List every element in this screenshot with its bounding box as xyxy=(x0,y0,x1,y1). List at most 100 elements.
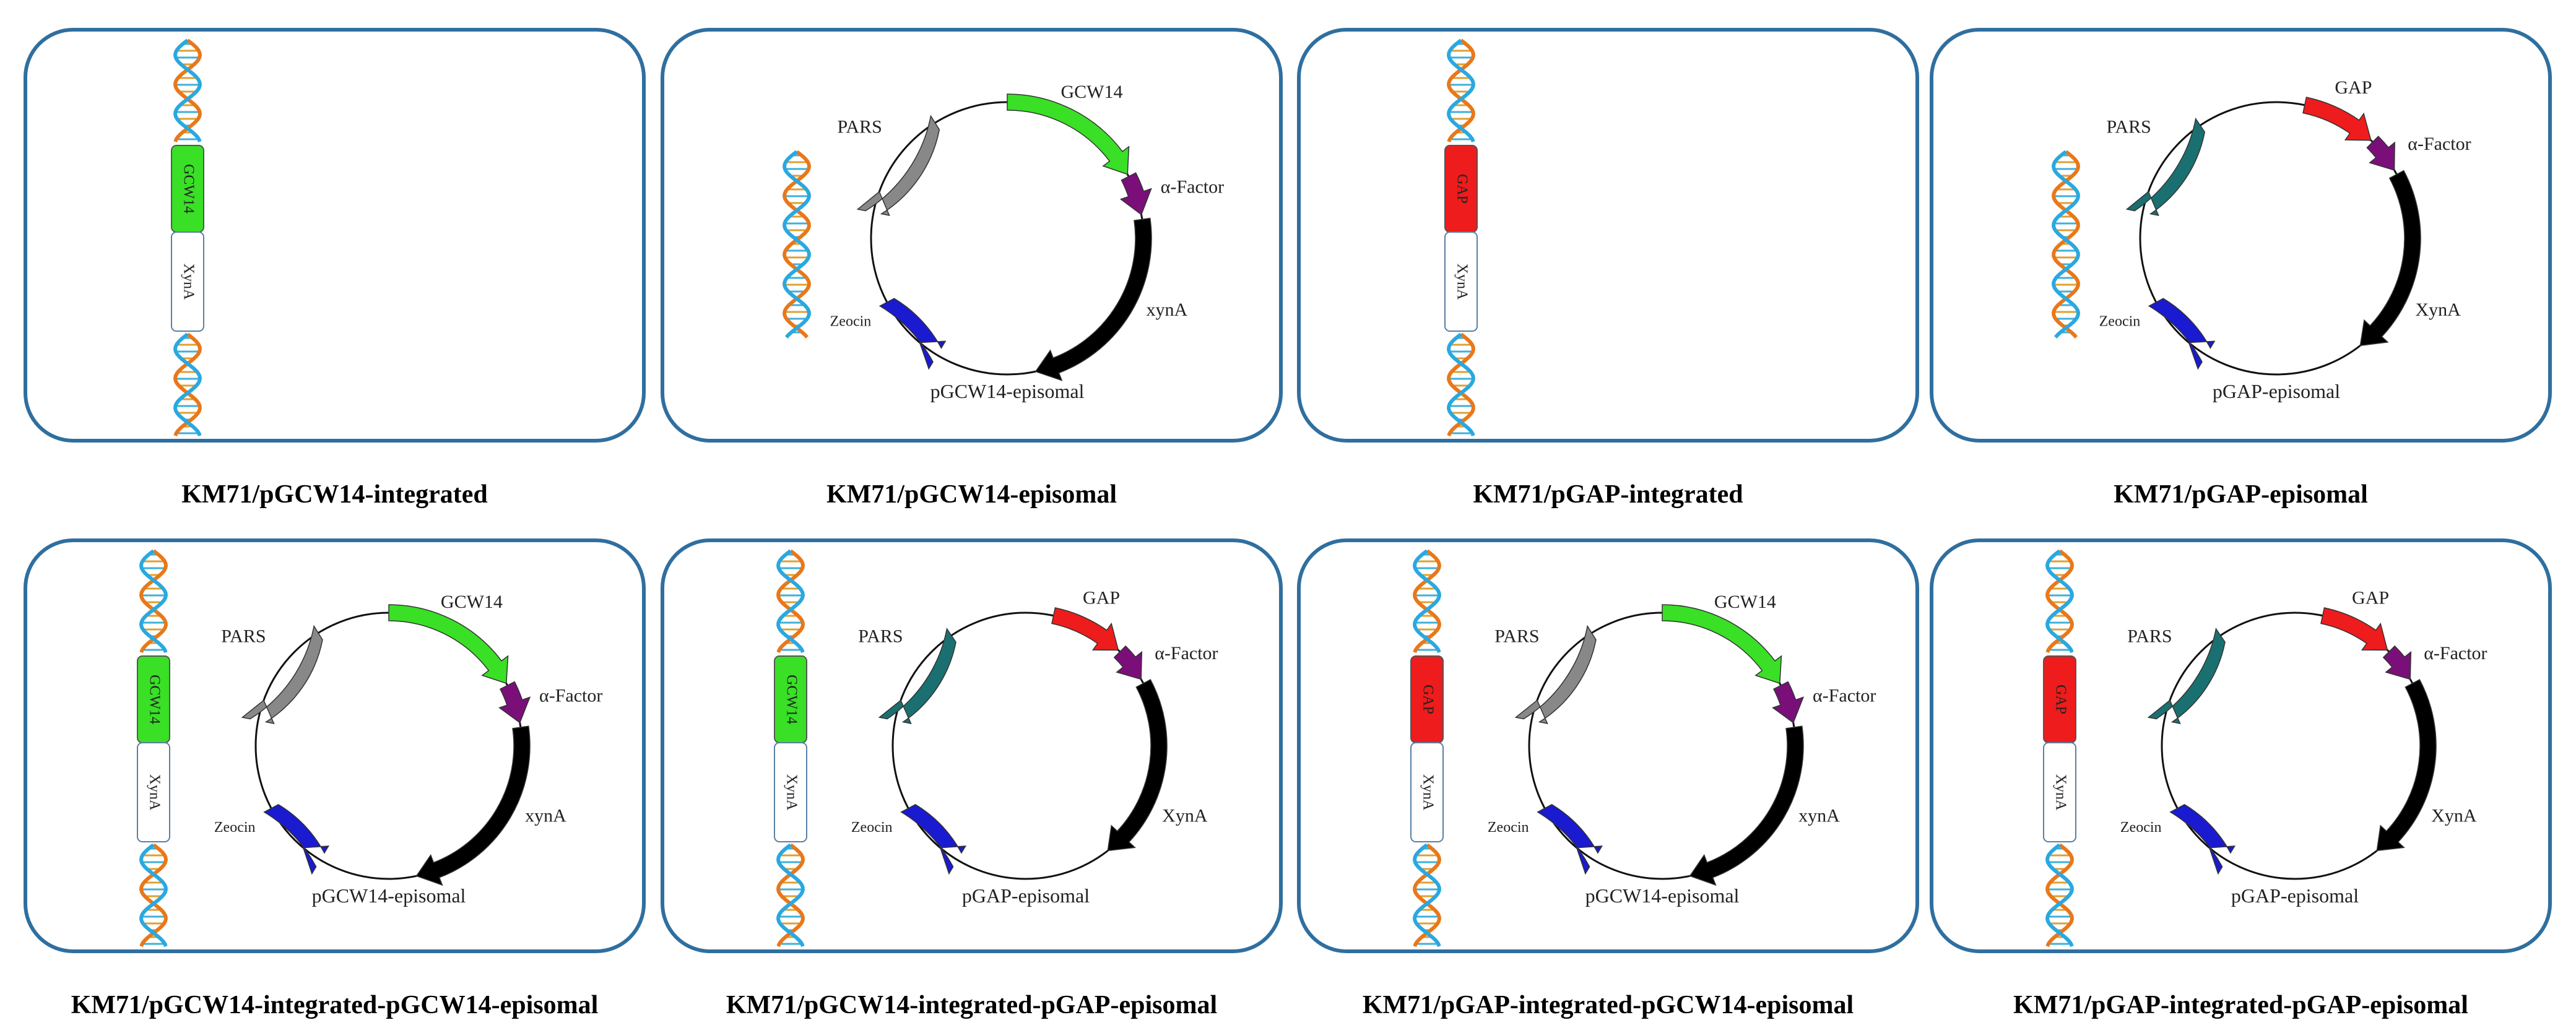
alpha-factor-label: α-Factor xyxy=(1161,177,1224,197)
integrated-cassette: GAP XynA xyxy=(1410,549,1444,948)
dna-strand-orange xyxy=(1446,332,1476,437)
panel-graphic: GAP α-Factor XynA Zeocin PARS pGAP-episomal xyxy=(2051,77,2471,402)
dna-strand-blue xyxy=(139,549,168,654)
xyna-block-label: XynA xyxy=(146,774,162,811)
dna-strand-blue xyxy=(1412,549,1442,654)
xyna-label: xynA xyxy=(1798,806,1840,826)
panel-caption: KM71/pGCW14-integrated-pGCW14-episomal xyxy=(71,991,599,1019)
promoter-label: GCW14 xyxy=(441,592,503,612)
dna-strand-orange xyxy=(782,150,812,339)
dna-strand-orange xyxy=(1412,549,1442,654)
xyna-arrow xyxy=(1034,217,1152,381)
zeocin-label: Zeocin xyxy=(851,819,893,836)
dna-strand-blue xyxy=(173,38,202,143)
dna-strand-orange xyxy=(1446,38,1476,143)
xyna-block-label: XynA xyxy=(180,264,196,300)
plasmid-map-icon: GAP α-Factor XynA Zeocin PARS pGAP-episomal xyxy=(2099,77,2471,402)
dna-strand-blue xyxy=(782,150,812,339)
xyna-arrow xyxy=(2376,678,2437,852)
zeocin-label: Zeocin xyxy=(830,314,872,330)
plasmid-map-icon: GAP α-Factor XynA Zeocin PARS pGAP-episomal xyxy=(851,587,1218,907)
dna-strand-orange xyxy=(776,843,805,948)
xyna-arrow xyxy=(1107,678,1168,852)
plasmid-name-label: pGCW14-episomal xyxy=(930,380,1085,402)
dna-strand-blue xyxy=(2051,150,2081,339)
xyna-block-label: XynA xyxy=(1420,774,1436,811)
pars-arrow xyxy=(2125,117,2206,216)
dna-strand-orange xyxy=(1412,843,1442,948)
dna-strand-orange xyxy=(139,549,168,654)
strain-panel xyxy=(24,538,646,953)
gcw14-promoter-arrow xyxy=(388,604,509,685)
dna-helix-icon xyxy=(782,150,812,339)
promoter-label: GCW14 xyxy=(1060,82,1122,102)
xyna-gene-block xyxy=(2043,742,2076,842)
promoter-block-label: GAP xyxy=(2052,685,2068,714)
plasmid-name-label: pGAP-episomal xyxy=(2213,380,2340,402)
dna-strand-blue xyxy=(776,549,805,654)
dna-helix-icon xyxy=(2051,150,2081,339)
xyna-gene-block xyxy=(171,231,204,332)
alpha-factor-arrow xyxy=(498,681,531,724)
zeocin-label: Zeocin xyxy=(2099,314,2141,330)
promoter-block-label: GAP xyxy=(1454,174,1470,204)
integrated-cassette: GCW14 XynA xyxy=(171,38,204,437)
zeocin-label: Zeocin xyxy=(214,819,256,836)
dna-strand-orange xyxy=(173,38,202,143)
plasmid-map-icon: GCW14 α-Factor xynA Zeocin PARS pGCW14-episom… xyxy=(1488,592,1876,907)
alpha-factor-label: α-Factor xyxy=(1155,643,1218,663)
xyna-label: XynA xyxy=(1162,806,1208,826)
xyna-gene-block xyxy=(1444,231,1478,332)
gcw14-promoter-arrow xyxy=(1007,93,1130,175)
panel-graphic: GAP XynA GAP α-Factor XynA Zeocin PARS pGAP-epi… xyxy=(2043,549,2487,948)
zeocin-arrow xyxy=(900,803,967,875)
plasmid-name-label: pGCW14-episomal xyxy=(312,884,466,907)
panel-graphic: GCW14 XynA GCW14 α-Factor xynA Zeocin PARS pGCW… xyxy=(137,549,602,948)
promoter-label: GCW14 xyxy=(1714,592,1776,612)
dna-strand-blue xyxy=(1446,332,1476,437)
plasmid-name-label: pGAP-episomal xyxy=(2231,884,2359,907)
dna-strand-orange xyxy=(2045,549,2075,654)
alpha-factor-label: α-Factor xyxy=(2424,643,2487,663)
strain-panel xyxy=(24,28,646,443)
xyna-arrow xyxy=(415,725,531,886)
xyna-label: xynA xyxy=(1147,300,1188,320)
panel-graphic: GCW14 XynA GAP α-Factor XynA Zeocin PARS pGAP-e… xyxy=(774,549,1218,948)
panel-caption: KM71/pGAP-integrated xyxy=(1473,480,1743,509)
xyna-block-label: XynA xyxy=(783,774,799,811)
xyna-gene-block xyxy=(137,742,170,842)
pars-arrow xyxy=(241,625,323,724)
promoter-block-label: GCW14 xyxy=(180,164,196,214)
xyna-gene-block xyxy=(774,742,807,842)
integrated-cassette: GAP XynA xyxy=(2043,549,2076,948)
pars-arrow xyxy=(1514,625,1597,724)
plasmid-map-icon: GCW14 α-Factor xynA Zeocin PARS pGCW14-episom… xyxy=(214,592,602,907)
dna-strand-orange xyxy=(139,843,168,948)
promoter-label: GAP xyxy=(2335,77,2372,98)
zeocin-arrow xyxy=(263,803,330,875)
zeocin-label: Zeocin xyxy=(2120,819,2162,836)
dna-strand-blue xyxy=(139,843,168,948)
panel-caption: KM71/pGCW14-integrated-pGAP-episomal xyxy=(726,991,1218,1019)
alpha-factor-arrow xyxy=(1772,681,1805,724)
panel-graphic: GCW14 XynA xyxy=(171,38,204,437)
pars-arrow xyxy=(878,628,956,724)
promoter-block-label: GCW14 xyxy=(146,675,162,724)
dna-strand-blue xyxy=(776,843,805,948)
pars-label: PARS xyxy=(1494,626,1539,647)
panel-caption: KM71/pGCW14-integrated xyxy=(181,480,488,509)
strain-panel xyxy=(1297,538,1919,953)
dna-strand-blue xyxy=(173,332,202,437)
promoter-label: GAP xyxy=(2352,587,2389,608)
alpha-factor-label: α-Factor xyxy=(1813,685,1876,706)
gap-promoter-arrow xyxy=(2302,97,2372,141)
zeocin-arrow xyxy=(878,298,947,370)
alpha-factor-arrow xyxy=(1113,645,1143,680)
promoter-block-label: GCW14 xyxy=(783,675,799,724)
dna-strand-orange xyxy=(2051,150,2081,339)
panel-graphic: GCW14 α-Factor xynA Zeocin PARS pGCW14-episom… xyxy=(782,82,1224,402)
dna-strand-blue xyxy=(1412,843,1442,948)
xyna-label: XynA xyxy=(2416,300,2461,320)
pars-label: PARS xyxy=(837,116,882,137)
